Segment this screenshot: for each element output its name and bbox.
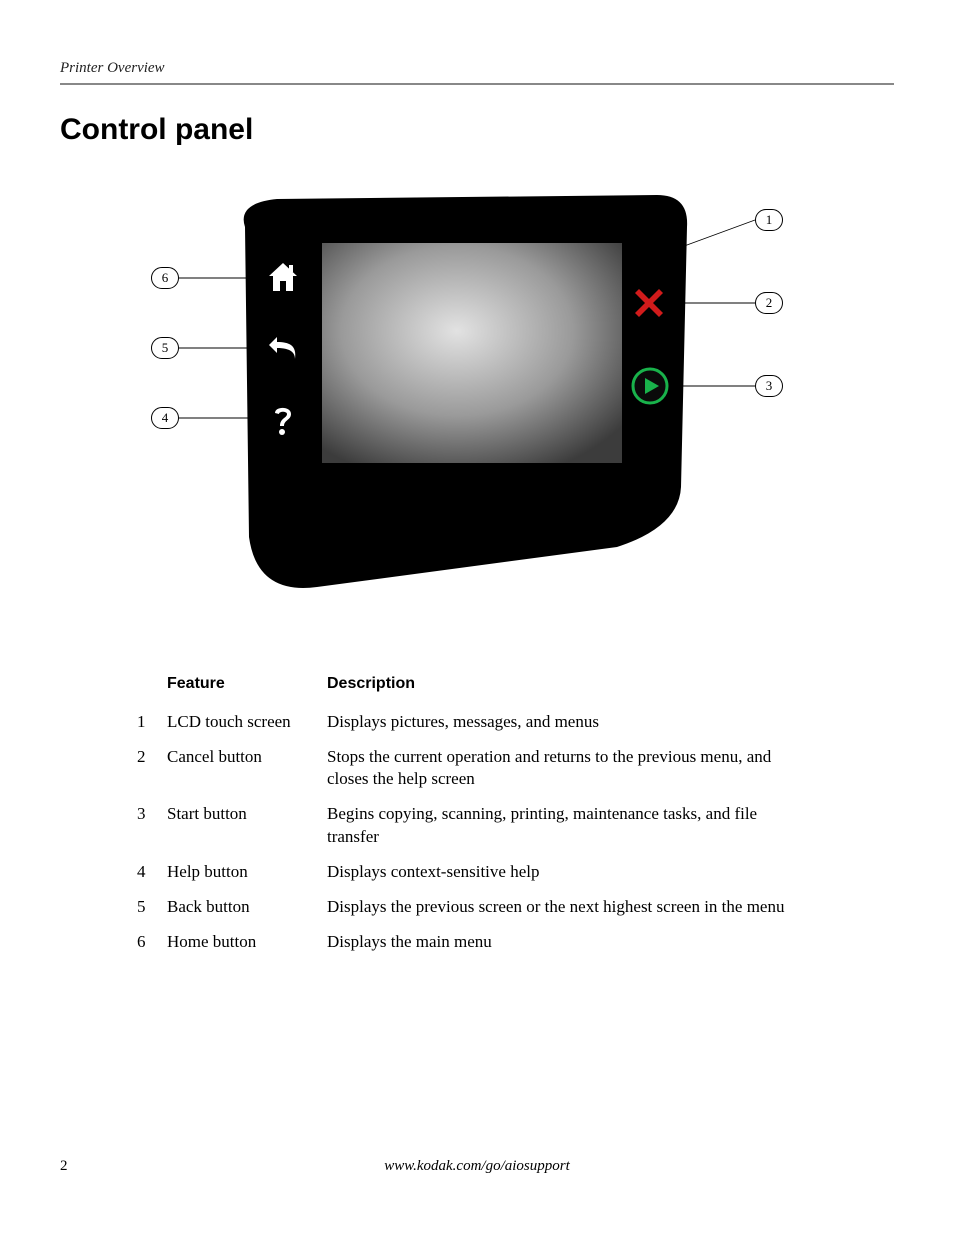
row-num: 4 — [137, 855, 167, 890]
callout-4: 4 — [151, 407, 179, 429]
row-num: 6 — [137, 925, 167, 960]
feature-table: Feature Description 1 LCD touch screen D… — [137, 667, 817, 960]
callout-2: 2 — [755, 292, 783, 314]
row-desc: Displays the main menu — [327, 925, 817, 960]
start-icon[interactable] — [633, 369, 667, 403]
row-feat: Help button — [167, 855, 327, 890]
row-desc: Displays the previous screen or the next… — [327, 890, 817, 925]
page-footer: 2 www.kodak.com/go/aiosupport — [60, 1158, 894, 1175]
footer-url: www.kodak.com/go/aiosupport — [60, 1158, 894, 1175]
table-row: 6 Home button Displays the main menu — [137, 925, 817, 960]
table-header-description: Description — [327, 667, 817, 705]
section-title: Control panel — [60, 113, 894, 147]
table-row: 2 Cancel button Stops the current operat… — [137, 740, 817, 798]
table-header-blank — [137, 667, 167, 705]
row-num: 5 — [137, 890, 167, 925]
header-section-label: Printer Overview — [60, 60, 894, 77]
row-desc: Displays context-sensitive help — [327, 855, 817, 890]
footer-page-number: 2 — [60, 1158, 68, 1175]
lcd-touch-screen[interactable] — [322, 243, 622, 463]
table-header-feature: Feature — [167, 667, 327, 705]
callout-1: 1 — [755, 209, 783, 231]
row-desc: Displays pictures, messages, and menus — [327, 705, 817, 740]
table-row: 4 Help button Displays context-sensitive… — [137, 855, 817, 890]
row-desc: Begins copying, scanning, printing, main… — [327, 797, 817, 855]
callout-6: 6 — [151, 267, 179, 289]
control-panel-diagram: 1 2 3 4 5 6 — [60, 187, 894, 617]
table-row: 1 LCD touch screen Displays pictures, me… — [137, 705, 817, 740]
row-feat: LCD touch screen — [167, 705, 327, 740]
table-row: 5 Back button Displays the previous scre… — [137, 890, 817, 925]
row-num: 3 — [137, 797, 167, 855]
row-num: 1 — [137, 705, 167, 740]
row-feat: Home button — [167, 925, 327, 960]
row-feat: Back button — [167, 890, 327, 925]
callout-5: 5 — [151, 337, 179, 359]
diagram-svg — [137, 187, 817, 617]
table-row: 3 Start button Begins copying, scanning,… — [137, 797, 817, 855]
callout-3: 3 — [755, 375, 783, 397]
row-feat: Start button — [167, 797, 327, 855]
row-feat: Cancel button — [167, 740, 327, 798]
row-num: 2 — [137, 740, 167, 798]
row-desc: Stops the current operation and returns … — [327, 740, 817, 798]
header-rule — [60, 83, 894, 85]
